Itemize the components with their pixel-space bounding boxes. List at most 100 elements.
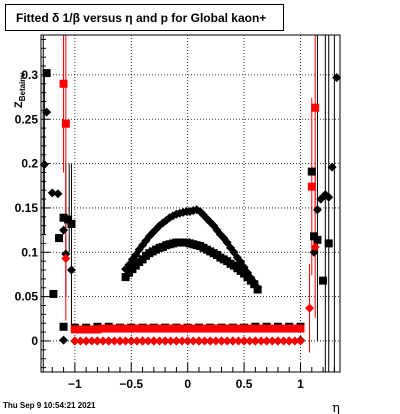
marker-layer xyxy=(39,69,342,346)
data-point-diamond xyxy=(87,336,97,346)
data-point-diamond xyxy=(59,225,69,235)
data-point-diamond xyxy=(296,336,306,346)
data-point-diamond xyxy=(205,336,215,346)
data-point-diamond xyxy=(115,336,125,346)
data-point-square xyxy=(70,325,79,334)
data-point-diamond xyxy=(177,336,187,346)
data-point-diamond xyxy=(256,336,266,346)
data-point-square xyxy=(310,232,319,241)
data-point-diamond xyxy=(61,253,71,263)
data-point-diamond xyxy=(222,336,232,346)
data-point-diamond xyxy=(132,336,142,346)
data-point-square xyxy=(166,324,175,333)
data-point-diamond xyxy=(109,336,119,346)
data-point-diamond xyxy=(188,336,198,346)
x-tick-label: −1 xyxy=(68,377,82,391)
data-point-diamond xyxy=(279,336,289,346)
data-point-square xyxy=(132,324,141,333)
data-point-square xyxy=(59,322,68,331)
data-point-square xyxy=(161,324,170,333)
data-point-square xyxy=(110,324,119,333)
data-point-diamond xyxy=(39,159,49,169)
x-tick-label: 1 xyxy=(297,377,304,391)
x-tick-label: −0.5 xyxy=(119,377,143,391)
data-point-square xyxy=(319,276,328,285)
data-point-square xyxy=(49,289,58,298)
grid-layer xyxy=(41,35,340,372)
data-point-square xyxy=(76,325,85,334)
data-point-diamond xyxy=(217,336,227,346)
data-point-diamond xyxy=(75,336,85,346)
data-point-square xyxy=(61,119,70,128)
data-point-diamond xyxy=(245,336,255,346)
data-point-diamond xyxy=(121,336,131,346)
data-point-square xyxy=(149,324,158,333)
y-axis-label-subscript: Betainv xyxy=(18,72,27,101)
axis-layer: −1 −0.5 0 0.5 1 0 0.05 0.1 0.15 0.2 0.25 0.3 η ZBetai… xyxy=(13,34,341,414)
data-point-square xyxy=(104,324,113,333)
data-point-square xyxy=(223,324,232,333)
x-tick-label: 0 xyxy=(184,377,191,391)
y-tick-label: 0.2 xyxy=(21,157,38,171)
data-point-square xyxy=(121,273,130,282)
y-tick-label: 0.05 xyxy=(15,290,39,304)
data-point-square xyxy=(268,324,277,333)
data-point-diamond xyxy=(171,336,181,346)
data-point-square xyxy=(311,103,320,112)
data-point-square xyxy=(240,324,249,333)
data-point-square xyxy=(285,324,294,333)
data-point-diamond xyxy=(332,73,342,83)
data-point-diamond xyxy=(211,336,221,346)
data-point-square xyxy=(189,324,198,333)
data-point-diamond xyxy=(250,336,260,346)
data-point-square xyxy=(245,324,254,333)
data-point-square xyxy=(67,219,76,228)
data-point-diamond xyxy=(70,336,80,346)
data-point-diamond xyxy=(262,336,272,346)
data-point-diamond xyxy=(104,336,114,346)
plot-frame xyxy=(40,34,341,373)
y-tick-label: 0.3 xyxy=(21,68,38,82)
data-point-square xyxy=(257,324,266,333)
data-point-square xyxy=(82,325,91,334)
data-point-square xyxy=(217,324,226,333)
data-point-diamond xyxy=(138,336,148,346)
data-point-diamond xyxy=(183,336,193,346)
data-point-square xyxy=(144,324,153,333)
data-point-diamond xyxy=(194,336,204,346)
data-point-diamond xyxy=(160,336,170,346)
y-tick-label: 0 xyxy=(31,334,38,348)
data-point-square xyxy=(290,324,299,333)
data-point-square xyxy=(194,324,203,333)
data-point-diamond xyxy=(324,192,334,202)
data-point-square xyxy=(307,182,316,191)
datestamp: Thu Sep 9 10:54:21 2021 xyxy=(3,401,96,410)
data-point-square xyxy=(55,234,64,243)
y-axis-label: ZBetainv xyxy=(13,72,27,108)
data-point-diamond xyxy=(200,336,210,346)
data-point-diamond xyxy=(143,336,153,346)
data-point-square xyxy=(296,324,305,333)
data-point-square xyxy=(228,324,237,333)
data-point-square xyxy=(64,215,73,224)
data-point-diamond xyxy=(98,336,108,346)
data-point-diamond xyxy=(305,303,315,313)
data-point-square xyxy=(93,325,102,334)
data-point-diamond xyxy=(310,242,320,252)
data-point-square xyxy=(87,325,96,334)
data-point-square xyxy=(138,324,147,333)
y-tick-label: 0.25 xyxy=(15,112,39,126)
data-point-square xyxy=(127,324,136,333)
data-point-square xyxy=(251,324,260,333)
y-tick-label: 0.1 xyxy=(21,245,38,259)
data-point-square xyxy=(307,167,316,176)
data-point-diamond xyxy=(59,335,69,345)
data-point-diamond xyxy=(47,188,57,198)
data-point-square xyxy=(121,324,130,333)
data-point-diamond xyxy=(228,336,238,346)
data-point-square xyxy=(59,213,68,222)
data-point-diamond xyxy=(53,189,63,199)
data-point-square xyxy=(183,324,192,333)
data-point-diamond xyxy=(267,336,277,346)
